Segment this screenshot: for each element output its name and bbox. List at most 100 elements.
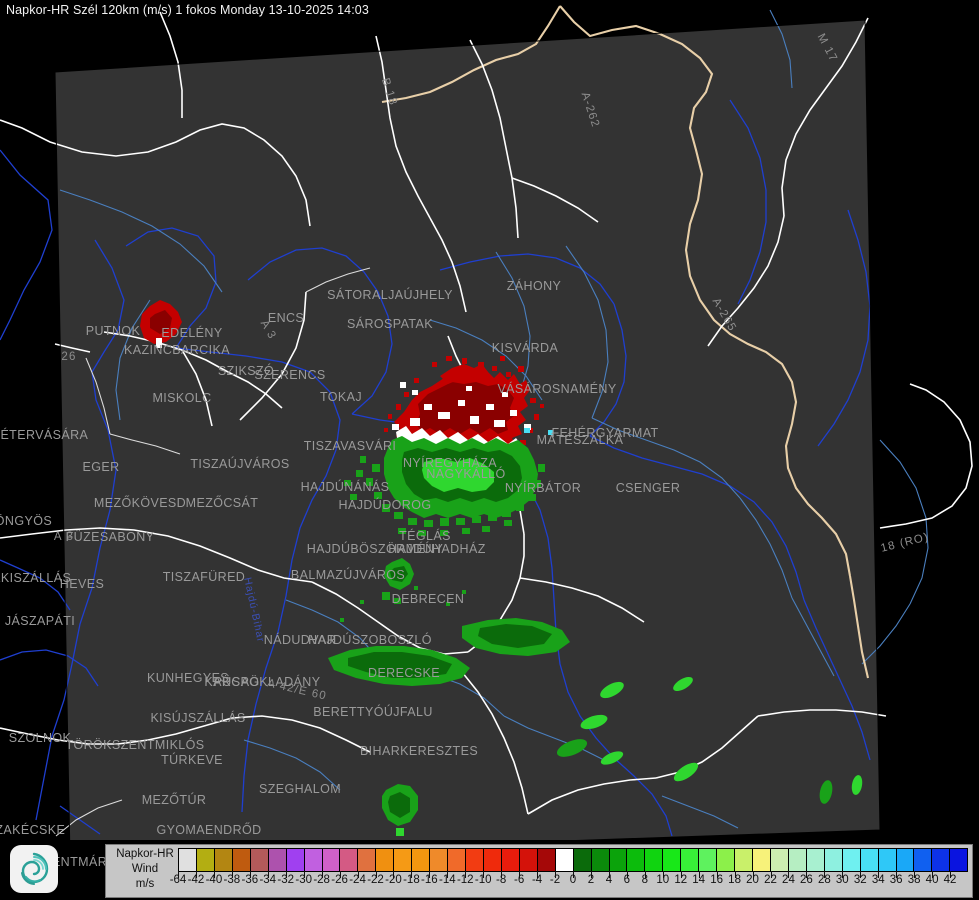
- legend-swatch: [663, 849, 682, 871]
- legend-swatch: [466, 849, 484, 871]
- legend-tick-label: 4: [605, 874, 613, 886]
- echo-green-debrecen: [382, 558, 414, 604]
- legend-tick-label: -6: [514, 874, 525, 886]
- echo-green-gyoma: [382, 784, 418, 836]
- legend-tick-mark: [590, 871, 592, 878]
- legend-swatch: [914, 849, 933, 871]
- streams-layer: [59, 9, 929, 829]
- legend-swatch: [232, 849, 251, 871]
- echo-cyan-pixel-2: [548, 430, 553, 435]
- legend-tick-mark: [178, 871, 179, 878]
- legend-tick-label: -30: [295, 874, 312, 886]
- echo-cyan-pixel: [524, 428, 530, 433]
- country-border: [381, 5, 870, 679]
- legend-tick-mark: [950, 871, 952, 878]
- legend-tick-label: -8: [496, 874, 507, 886]
- legend-tick-mark: [716, 871, 718, 878]
- legend-tick-label: -18: [403, 874, 420, 886]
- legend-swatch: [842, 849, 861, 871]
- legend-tick-mark: [788, 871, 790, 878]
- legend-swatch: [950, 849, 968, 871]
- legend-line-3: m/s: [135, 878, 155, 890]
- legend-swatch: [573, 849, 592, 871]
- legend-swatch: [376, 849, 395, 871]
- legend-tick-mark: [770, 871, 772, 878]
- legend-tick-label: 2: [587, 874, 595, 886]
- legend-swatch: [519, 849, 538, 871]
- legend-tick-labels: -64 -42 -40 -38 -36 -34 -32 -30 -28 -26 -24 -22 -20-…: [170, 871, 968, 893]
- legend-tick-label: 6: [623, 874, 631, 886]
- legend-tick-mark: [680, 871, 682, 878]
- legend-tick-mark: [303, 871, 305, 878]
- legend-swatch: [304, 849, 323, 871]
- legend-tick-label: 8: [641, 874, 649, 886]
- legend-swatch: [430, 849, 449, 871]
- legend-tick-mark: [914, 871, 916, 878]
- legend-tick-label: -32: [277, 874, 295, 886]
- legend-tick-label: -12: [456, 874, 474, 886]
- cyclone-logo: [10, 845, 58, 893]
- legend-tick-mark: [734, 871, 736, 878]
- legend-swatch: [645, 849, 664, 871]
- echo-green-derecske: [328, 646, 470, 686]
- legend-tick-label: -24: [349, 874, 366, 886]
- legend-swatch: [735, 849, 753, 871]
- legend-tick-mark: [285, 871, 287, 878]
- echo-green-scattered: [556, 677, 863, 804]
- legend-tick-mark: [573, 871, 574, 878]
- legend-swatch: [179, 849, 197, 871]
- legend-tick-label: 36: [889, 874, 903, 886]
- legend-swatches: [178, 848, 968, 872]
- legend-swatch: [483, 849, 502, 871]
- cyclone-logo-icon: [21, 852, 49, 885]
- radar-map: [0, 5, 973, 840]
- color-legend: Napkor-HR Wind m/s -64 -42 -40 -38 -36 -34 -32…: [106, 845, 972, 897]
- legend-tick-mark: [429, 871, 431, 878]
- legend-swatch: [591, 849, 610, 871]
- legend-tick-label: -28: [313, 874, 330, 886]
- echo-red-lobe: [384, 356, 544, 448]
- legend-swatch: [268, 849, 287, 871]
- legend-line-2: Wind: [131, 863, 159, 875]
- legend-swatch: [394, 849, 413, 871]
- echo-cell-edeleny: [140, 300, 182, 348]
- legend-tick-label: 42: [943, 874, 957, 886]
- legend-tick-mark: [932, 871, 934, 878]
- legend-swatch: [824, 849, 843, 871]
- legend-tick-mark: [555, 871, 557, 878]
- legend-swatch: [770, 849, 789, 871]
- legend-swatch: [699, 849, 718, 871]
- legend-tick-label: -26: [331, 874, 348, 886]
- legend-tick-mark: [824, 871, 826, 878]
- legend-swatch: [358, 849, 377, 871]
- legend-tick-label: 24: [782, 874, 795, 886]
- legend-tick-mark: [339, 871, 341, 878]
- legend-tick-label: -64: [169, 874, 187, 886]
- legend-tick-mark: [860, 871, 862, 878]
- legend-swatch: [555, 849, 574, 871]
- legend-tick-label: 40: [925, 874, 939, 886]
- radar-echo-layer: [140, 300, 863, 836]
- legend-tick-label: 30: [835, 874, 849, 886]
- legend-swatch: [627, 849, 646, 871]
- legend-tick-mark: [537, 871, 539, 878]
- legend-tick-label: 32: [853, 874, 867, 886]
- echo-green-blob-east: [462, 618, 570, 656]
- legend-tick-mark: [411, 871, 413, 878]
- legend-tick-label: 22: [764, 874, 777, 886]
- legend-swatch: [717, 849, 736, 871]
- legend-swatch: [196, 849, 215, 871]
- legend-swatch: [537, 849, 556, 871]
- legend-swatch: [286, 849, 305, 871]
- legend-tick-label: 34: [871, 874, 885, 886]
- legend-tick-label: 12: [674, 874, 688, 886]
- legend-tick-mark: [231, 871, 233, 878]
- legend-tick-mark: [698, 871, 700, 878]
- legend-tick-mark: [644, 871, 646, 878]
- legend-tick-mark: [752, 871, 754, 878]
- legend-swatch: [860, 849, 879, 871]
- legend-tick-label: -4: [531, 874, 543, 886]
- legend-tick-mark: [447, 871, 449, 878]
- legend-tick-mark: [465, 871, 467, 878]
